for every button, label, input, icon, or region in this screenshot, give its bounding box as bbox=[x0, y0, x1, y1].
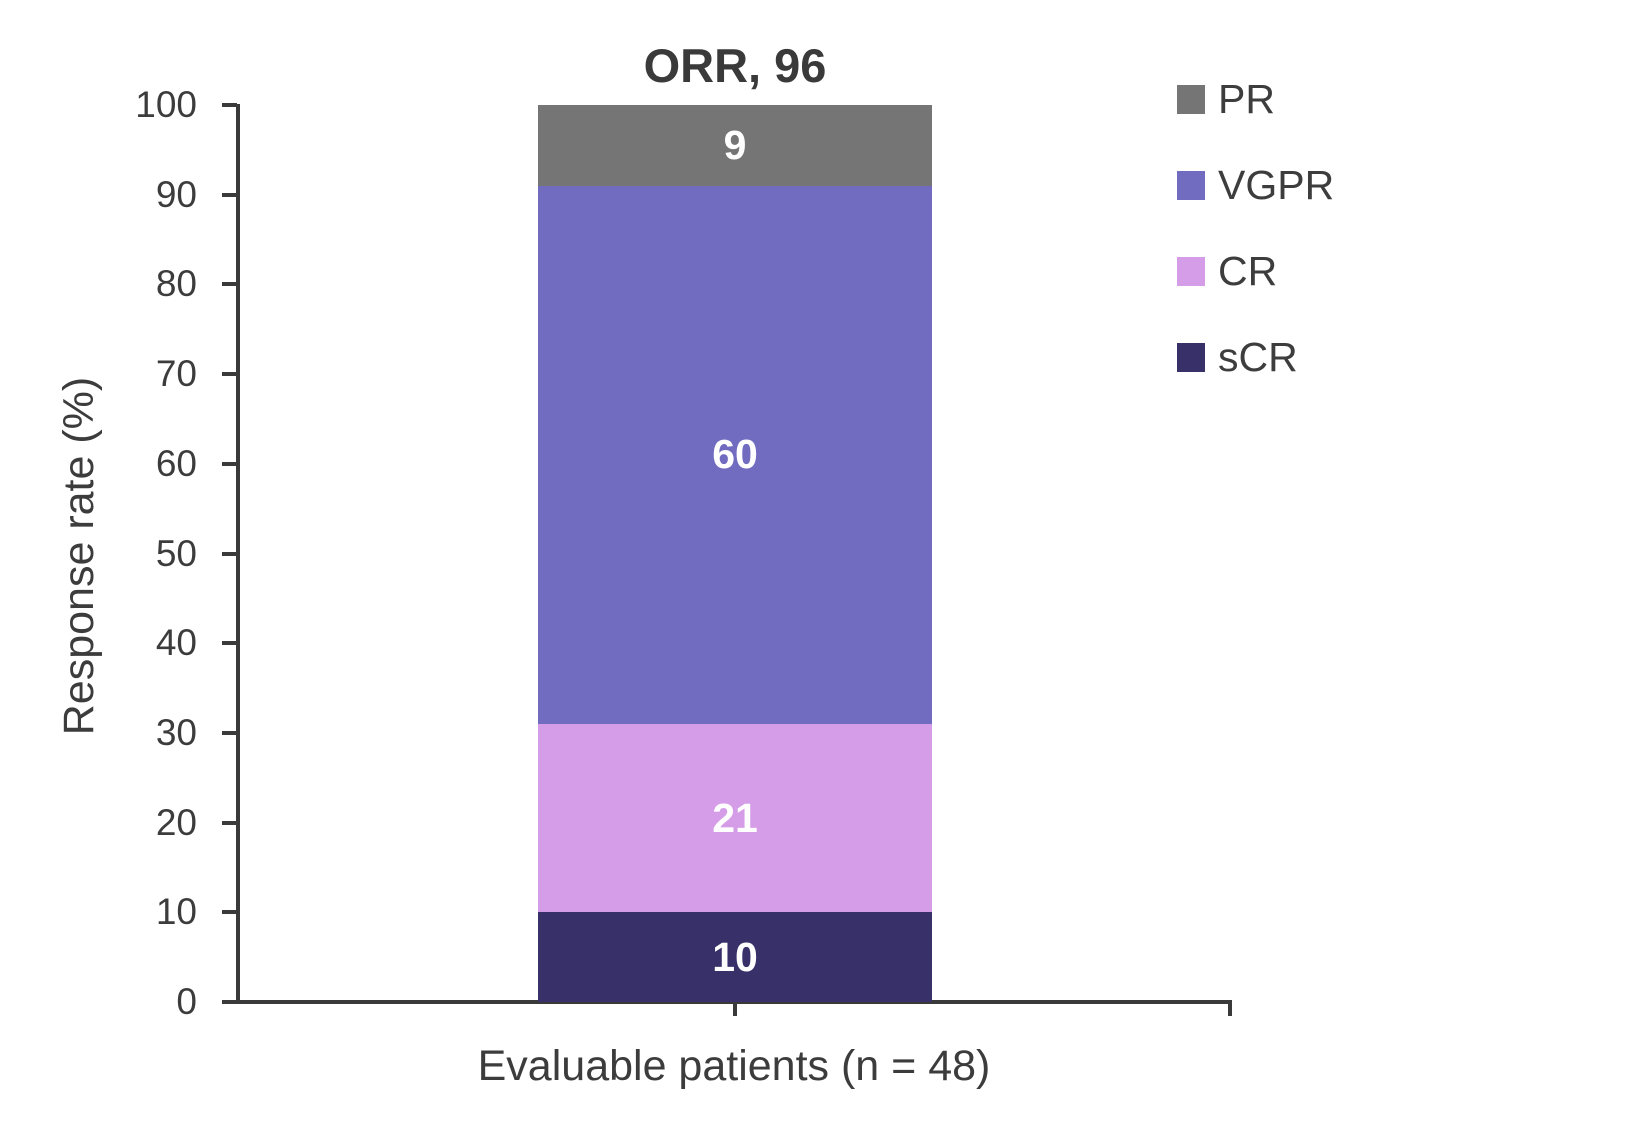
y-tick-label: 10 bbox=[155, 891, 197, 933]
legend-row-vgpr: VGPR bbox=[1177, 162, 1334, 208]
segment-value-label: 60 bbox=[712, 431, 758, 478]
y-tick-mark bbox=[222, 192, 237, 197]
y-tick-label: 20 bbox=[155, 801, 197, 843]
bar-evaluable-patients: 10 21 60 9 bbox=[538, 105, 932, 1002]
legend-label: sCR bbox=[1218, 333, 1298, 380]
legend-row-cr: CR bbox=[1177, 248, 1277, 294]
y-tick-label: 0 bbox=[176, 981, 197, 1022]
y-tick-mark bbox=[222, 1000, 237, 1004]
y-tick-label: 30 bbox=[155, 711, 197, 753]
legend-label: CR bbox=[1218, 247, 1278, 294]
y-tick-label: 50 bbox=[155, 532, 197, 574]
y-tick-label: 70 bbox=[155, 353, 197, 395]
legend-label: PR bbox=[1218, 75, 1275, 122]
y-tick-mark bbox=[222, 282, 237, 287]
x-axis-label: Evaluable patients (n = 48) bbox=[477, 1042, 991, 1090]
y-tick-mark bbox=[222, 641, 237, 646]
segment-value-label: 21 bbox=[712, 794, 758, 841]
chart-title: ORR, 96 bbox=[643, 39, 827, 92]
y-axis-line bbox=[236, 104, 240, 1004]
legend-row-scr: sCR bbox=[1177, 334, 1298, 380]
segment-scr: 10 bbox=[538, 912, 932, 1002]
y-tick-mark bbox=[222, 103, 237, 107]
y-tick-label: 100 bbox=[135, 84, 197, 125]
segment-cr: 21 bbox=[538, 723, 932, 913]
y-tick-mark bbox=[222, 820, 237, 825]
y-tick-mark bbox=[222, 910, 237, 915]
segment-pr: 9 bbox=[538, 105, 932, 186]
legend-swatch-icon bbox=[1177, 170, 1205, 200]
y-tick-label: 40 bbox=[155, 622, 197, 664]
y-tick-mark bbox=[222, 730, 237, 735]
y-tick-mark bbox=[222, 551, 237, 556]
x-axis-center-tick bbox=[733, 1004, 737, 1016]
y-tick-mark bbox=[222, 461, 237, 466]
legend-row-pr: PR bbox=[1177, 76, 1275, 122]
segment-vgpr: 60 bbox=[538, 185, 932, 724]
y-tick-label: 90 bbox=[155, 173, 197, 215]
x-axis-line bbox=[236, 1000, 1232, 1004]
y-tick-label: 80 bbox=[155, 263, 197, 305]
segment-value-label: 10 bbox=[712, 933, 758, 980]
legend-swatch-icon bbox=[1177, 84, 1205, 114]
legend-label: VGPR bbox=[1218, 161, 1335, 208]
legend-swatch-icon bbox=[1177, 342, 1205, 372]
y-tick-label: 60 bbox=[155, 442, 197, 484]
legend-swatch-icon bbox=[1177, 256, 1205, 286]
segment-value-label: 9 bbox=[723, 121, 747, 168]
x-axis-end-tick bbox=[1228, 1004, 1232, 1016]
y-tick-mark bbox=[222, 372, 237, 377]
